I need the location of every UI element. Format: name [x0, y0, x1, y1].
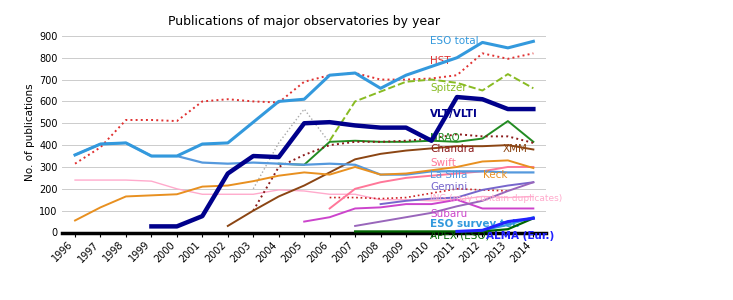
- Text: La Silla: La Silla: [430, 170, 468, 180]
- Text: Subaru: Subaru: [430, 209, 467, 219]
- Text: HST: HST: [430, 56, 451, 66]
- Text: Spitzer: Spitzer: [430, 83, 467, 93]
- Text: Chandra: Chandra: [430, 144, 474, 154]
- Text: ESO survey tel.: ESO survey tel.: [430, 220, 520, 230]
- Text: NRAO: NRAO: [430, 133, 460, 143]
- Text: Gemini: Gemini: [430, 182, 467, 192]
- Title: Publications of major observatories by year: Publications of major observatories by y…: [168, 15, 441, 28]
- Text: ESO total: ESO total: [430, 35, 479, 46]
- Text: XMM: XMM: [503, 144, 528, 154]
- Text: Keck: Keck: [483, 170, 508, 180]
- Text: ING (may contain duplicates): ING (may contain duplicates): [430, 194, 562, 203]
- Text: ALMA (Eur.): ALMA (Eur.): [485, 230, 554, 241]
- Text: APEX (ESO): APEX (ESO): [430, 230, 490, 241]
- Text: VLT/VLTI: VLT/VLTI: [430, 109, 478, 119]
- Y-axis label: No. of publications: No. of publications: [25, 83, 34, 181]
- Text: Swift: Swift: [430, 158, 456, 168]
